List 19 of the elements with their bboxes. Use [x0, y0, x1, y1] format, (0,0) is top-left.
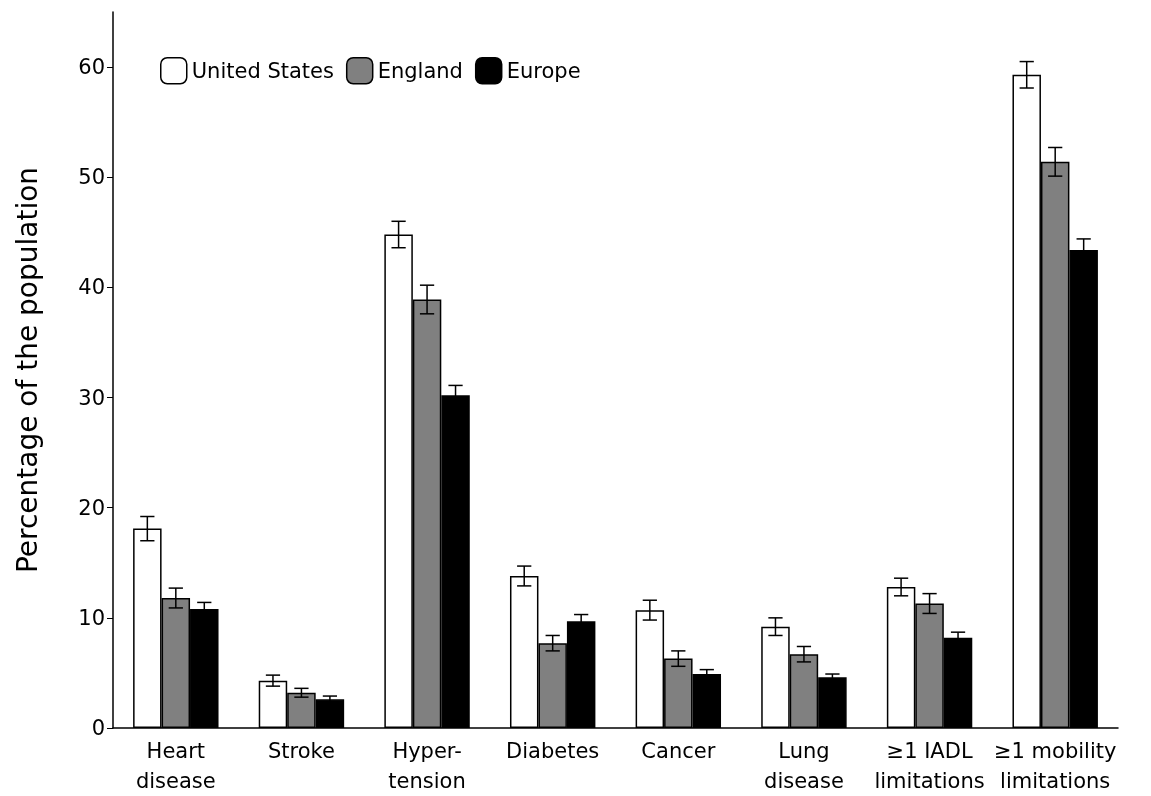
x-tick-label: Cancer [641, 739, 716, 763]
y-tick-label: 40 [78, 275, 105, 300]
x-tick-label: Diabetes [506, 739, 600, 763]
y-tick-label: 30 [78, 385, 105, 410]
legend-label: United States [191, 58, 334, 83]
x-tick-label: Stroke [267, 739, 335, 763]
x-tick-label: ≥1 mobility limitations [993, 739, 1117, 793]
y-tick-label: 20 [78, 495, 105, 520]
legend-label: Europe [506, 58, 581, 83]
legend-label: England [377, 58, 463, 83]
y-tick-label: 10 [78, 605, 105, 630]
y-tick-label: 60 [78, 55, 105, 80]
x-tick-label: Hyper- tension [388, 739, 466, 793]
y-tick-label: 0 [91, 716, 105, 740]
x-tick-label: Lung disease [764, 739, 844, 793]
y-axis-title: Percentage of the population [10, 166, 44, 574]
y-tick-label: 50 [78, 165, 105, 190]
x-tick-label: Heart disease [135, 739, 216, 793]
x-tick-label: ≥1 IADL limitations [874, 739, 985, 793]
